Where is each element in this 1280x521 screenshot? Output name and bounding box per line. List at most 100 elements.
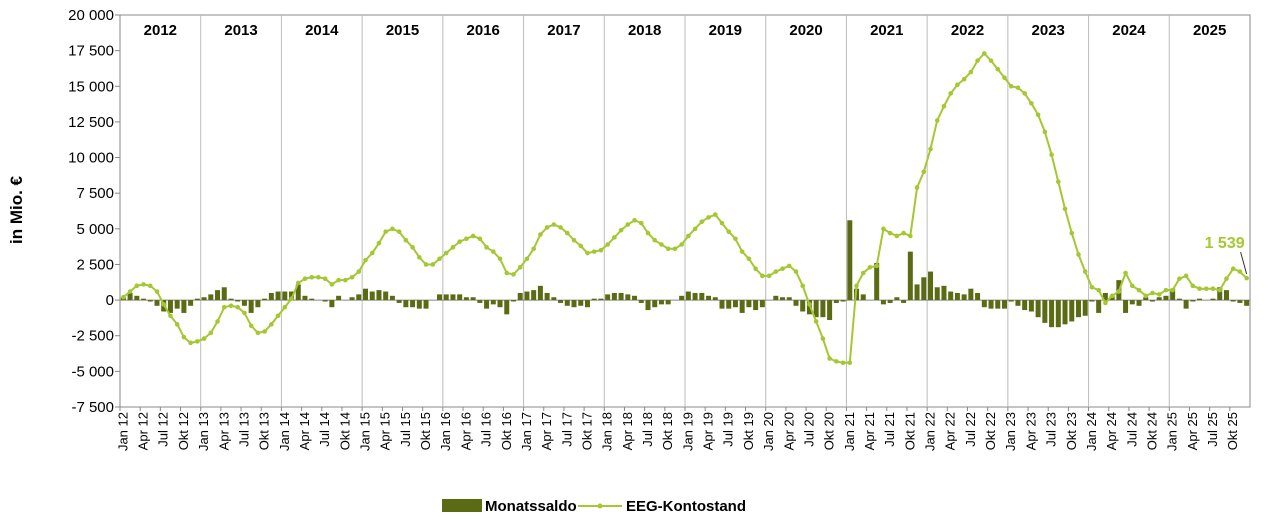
line-point bbox=[437, 256, 442, 262]
bar bbox=[1136, 300, 1142, 306]
line-point bbox=[686, 233, 691, 239]
line-point bbox=[322, 276, 328, 282]
bar bbox=[356, 294, 362, 301]
bar bbox=[1163, 295, 1169, 301]
line-point bbox=[195, 339, 200, 344]
bar bbox=[1217, 287, 1223, 301]
line-point bbox=[632, 217, 637, 223]
bar bbox=[410, 300, 416, 308]
line-point bbox=[1062, 206, 1068, 212]
line-point bbox=[699, 219, 705, 224]
line-point bbox=[127, 289, 133, 294]
bar bbox=[625, 294, 631, 301]
bar bbox=[1008, 300, 1014, 302]
line-point bbox=[995, 66, 1001, 72]
bar bbox=[894, 297, 900, 301]
bar bbox=[584, 300, 590, 308]
legend-swatch bbox=[597, 503, 603, 509]
bar bbox=[638, 300, 644, 303]
bar bbox=[907, 251, 913, 301]
bar bbox=[611, 292, 617, 301]
x-tick-label: Okt 19 bbox=[741, 412, 756, 450]
bar bbox=[403, 300, 409, 308]
line-point bbox=[491, 249, 496, 254]
line-point bbox=[517, 265, 523, 270]
bar bbox=[309, 298, 315, 301]
x-tick-label: Jul 23 bbox=[1044, 412, 1059, 447]
bar bbox=[376, 290, 382, 301]
line-point bbox=[706, 215, 711, 220]
line-point bbox=[733, 236, 738, 242]
bar bbox=[558, 300, 564, 303]
x-tick-label: Jan 12 bbox=[115, 412, 130, 451]
bar bbox=[665, 300, 671, 305]
line-point bbox=[612, 235, 617, 240]
bar bbox=[497, 300, 503, 308]
bar bbox=[1049, 300, 1055, 328]
bar bbox=[833, 300, 839, 303]
x-tick-label: Okt 25 bbox=[1225, 412, 1240, 450]
line-point bbox=[343, 277, 348, 283]
bar bbox=[806, 300, 812, 315]
bar bbox=[1015, 300, 1021, 306]
y-tick-label: 0 bbox=[106, 292, 114, 309]
line-point bbox=[248, 323, 254, 329]
line-point bbox=[1156, 292, 1162, 297]
line-point bbox=[208, 330, 214, 336]
bar bbox=[578, 300, 584, 306]
line-point bbox=[1163, 287, 1169, 293]
line-point bbox=[1116, 289, 1122, 294]
line-point bbox=[215, 319, 220, 324]
bar bbox=[652, 300, 658, 308]
line-point bbox=[558, 225, 563, 230]
line-point bbox=[834, 359, 839, 364]
line-point bbox=[484, 245, 489, 250]
line-point bbox=[1002, 75, 1007, 81]
x-tick-label: Apr 13 bbox=[216, 412, 231, 450]
bar bbox=[127, 292, 133, 301]
bar bbox=[436, 294, 442, 301]
bar bbox=[699, 292, 705, 301]
line-point bbox=[1042, 129, 1048, 135]
bar bbox=[928, 271, 934, 301]
label-leader bbox=[1240, 252, 1248, 275]
line-point bbox=[275, 313, 281, 319]
line-point bbox=[430, 262, 436, 267]
bar bbox=[1035, 300, 1041, 318]
line-point bbox=[511, 272, 516, 277]
bar bbox=[1143, 297, 1149, 301]
year-label: 2023 bbox=[1032, 22, 1065, 39]
line-point bbox=[1089, 284, 1095, 290]
line-point bbox=[1109, 293, 1115, 299]
bar bbox=[820, 300, 826, 318]
bar bbox=[255, 300, 261, 308]
x-tick-label: Jan 14 bbox=[277, 412, 292, 451]
line-point bbox=[867, 265, 873, 270]
y-tick-label: 7 500 bbox=[76, 185, 114, 202]
bar bbox=[847, 220, 853, 301]
bar bbox=[289, 291, 295, 301]
line-point bbox=[827, 356, 832, 361]
line-point bbox=[1217, 287, 1223, 293]
bar bbox=[1123, 300, 1129, 313]
line-point bbox=[1224, 276, 1229, 282]
bar bbox=[490, 300, 496, 305]
line-point bbox=[282, 304, 288, 310]
bar bbox=[988, 300, 994, 309]
x-tick-label: Jan 13 bbox=[196, 412, 211, 451]
line-point bbox=[901, 230, 906, 236]
bar bbox=[1001, 300, 1007, 309]
line-point bbox=[295, 280, 301, 286]
year-label: 2014 bbox=[305, 22, 339, 39]
y-tick-label: 2 500 bbox=[76, 256, 114, 273]
x-tick-label: Jul 21 bbox=[882, 412, 897, 447]
line-point bbox=[618, 227, 624, 233]
line-point bbox=[585, 250, 590, 256]
x-tick-label: Apr 12 bbox=[136, 412, 151, 450]
line-point bbox=[497, 256, 503, 262]
line-point bbox=[221, 304, 227, 310]
line-point bbox=[396, 229, 402, 234]
bar bbox=[524, 291, 530, 301]
x-tick-label: Jan 19 bbox=[680, 412, 695, 451]
bar bbox=[1149, 300, 1155, 302]
